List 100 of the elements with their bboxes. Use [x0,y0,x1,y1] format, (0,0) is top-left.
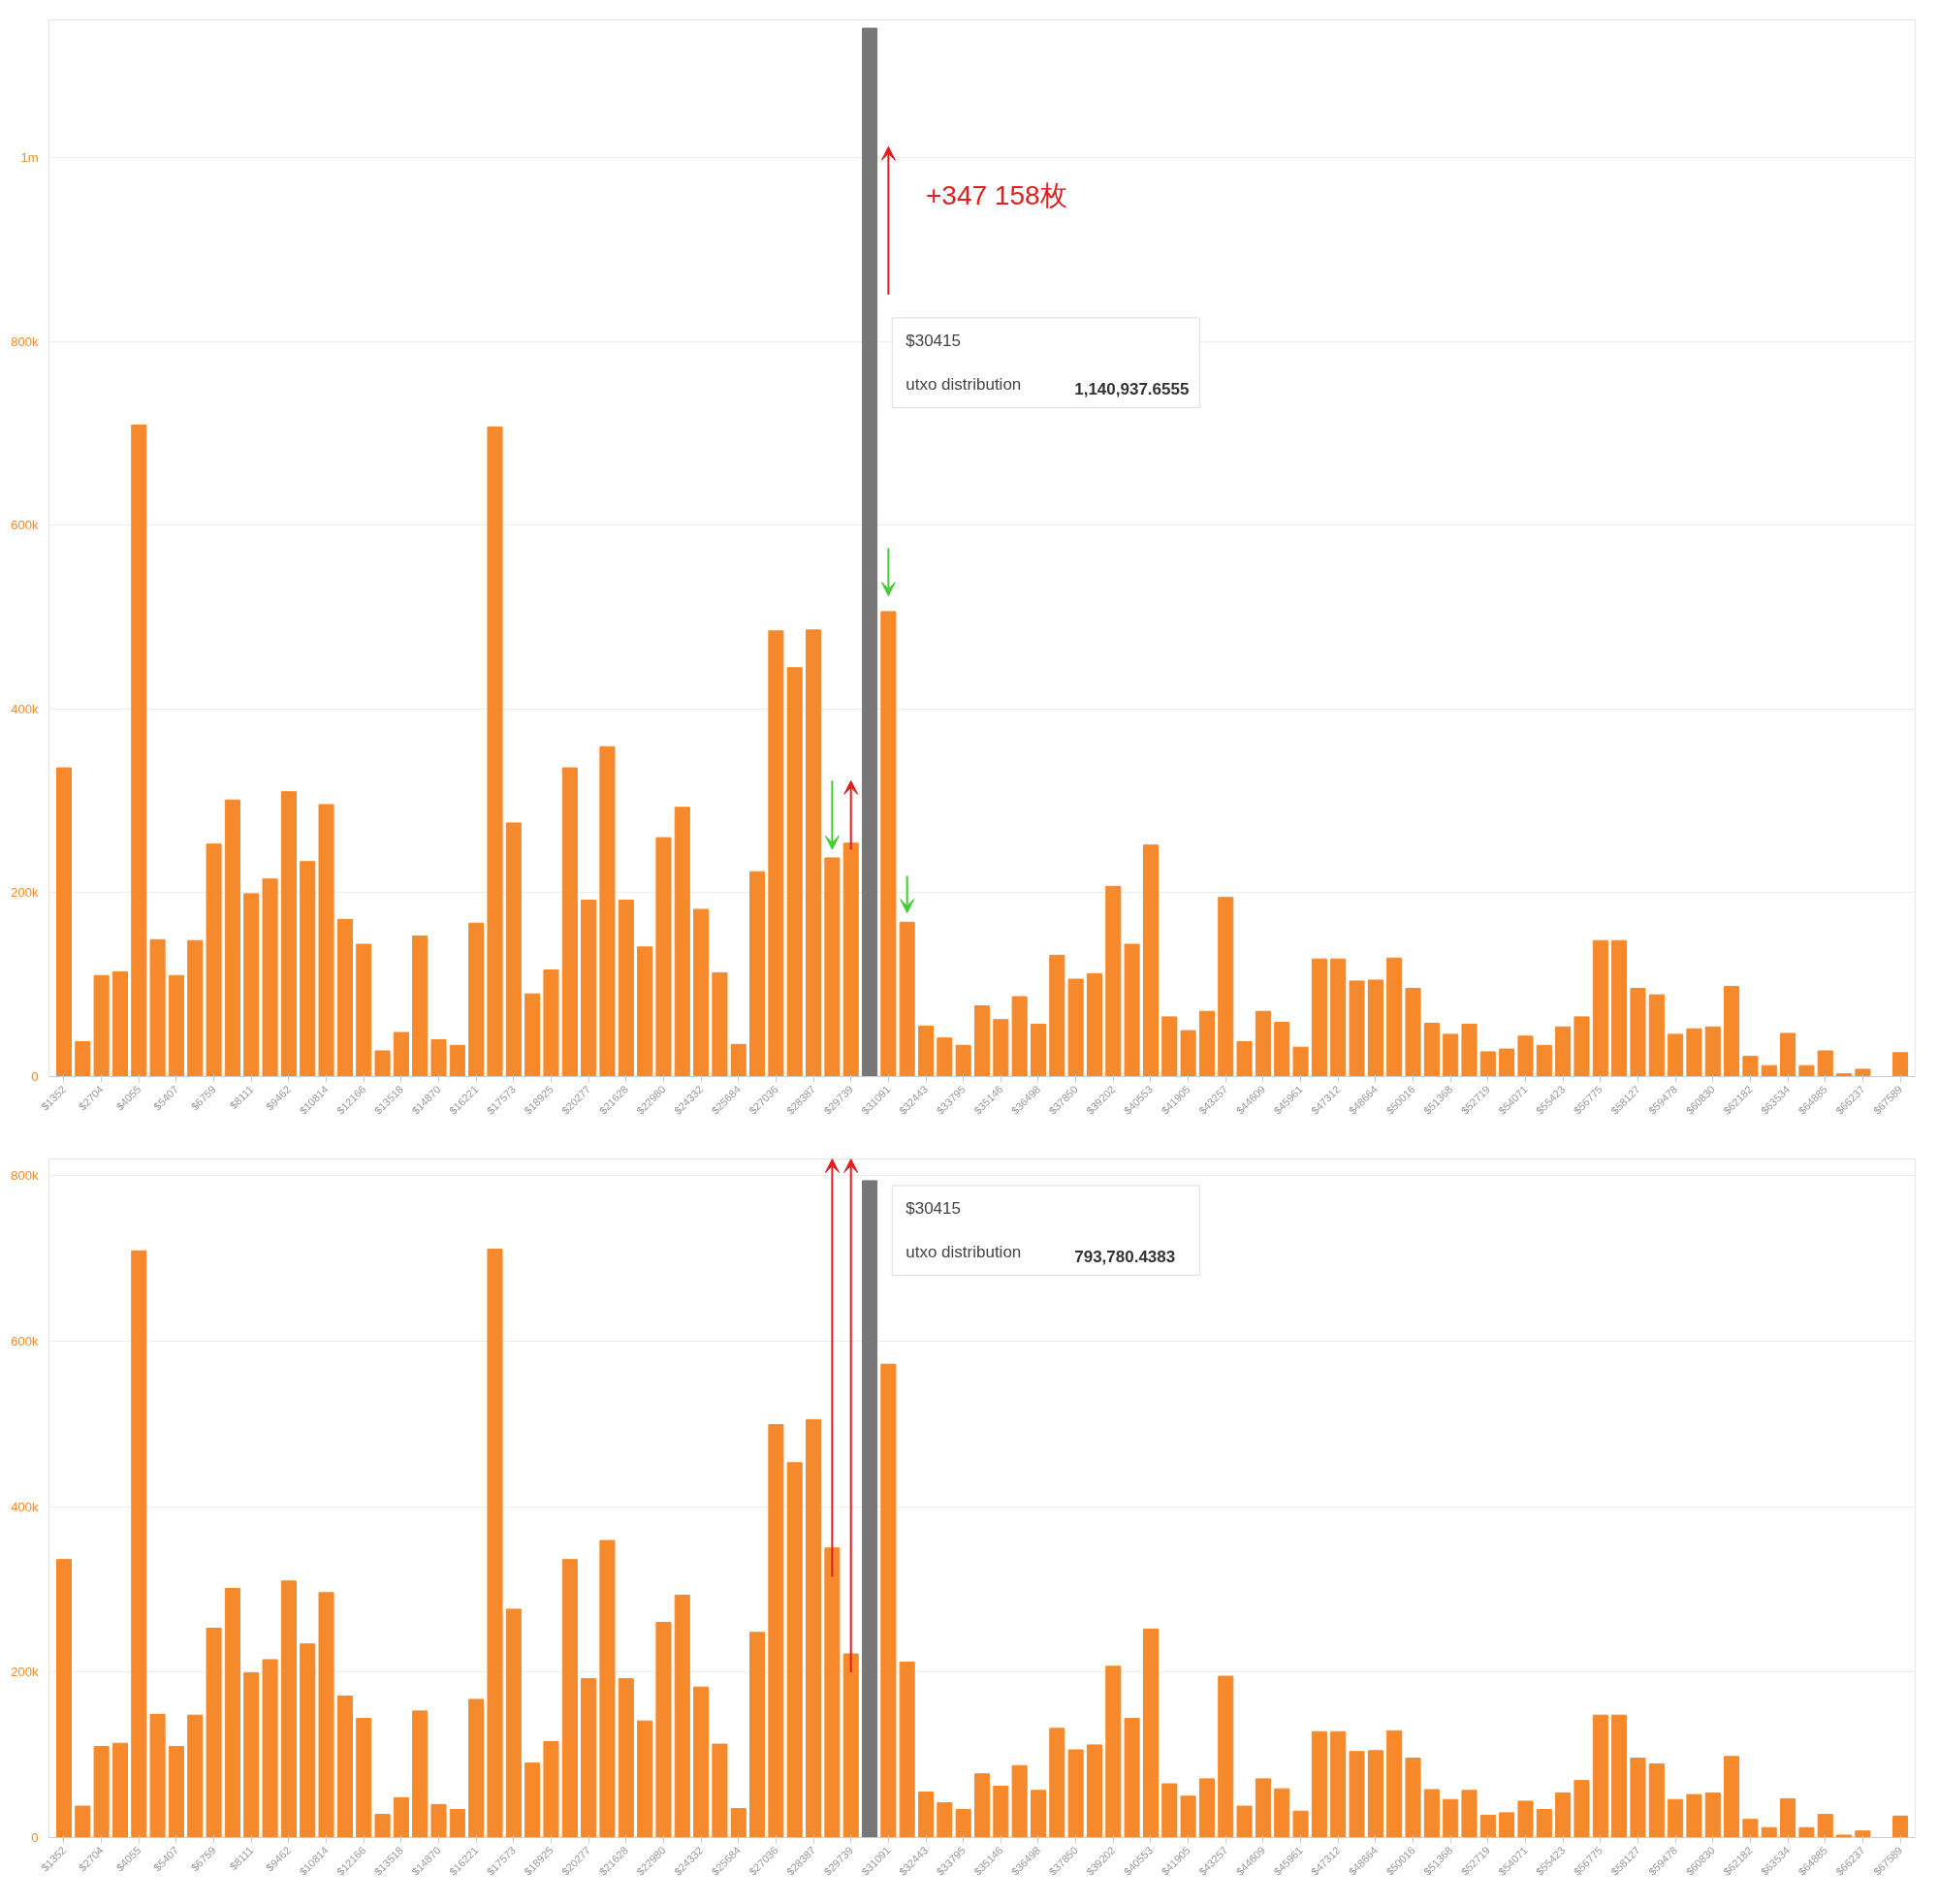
y-tick-label: 0 [31,1830,39,1845]
bar [393,1031,409,1077]
bar [1686,1793,1702,1838]
bar [1030,1023,1047,1077]
bar [1274,1788,1290,1838]
bar [937,1802,953,1838]
bar [1742,1056,1759,1077]
bar [1443,1798,1459,1838]
bar [824,857,841,1077]
bar [1742,1819,1759,1838]
bar [917,1025,935,1077]
bar [1311,1730,1327,1838]
bar [1105,885,1122,1077]
bar [1479,1051,1496,1077]
bar [1668,1033,1684,1077]
bar [749,1632,766,1838]
bar [430,1039,447,1077]
bar [1536,1044,1552,1077]
annotation: utxo distribution [906,1243,1022,1262]
bar [468,1698,485,1838]
bar [1124,943,1140,1077]
bar [618,900,634,1077]
bar [917,1792,935,1838]
bar [336,918,353,1077]
bar [75,1805,91,1838]
bar [1461,1790,1478,1838]
bar [824,1547,841,1838]
bar [187,1714,204,1838]
bar [1817,1050,1833,1077]
bar [1086,1744,1102,1838]
y-tick-label: 800k [11,1168,39,1184]
bar [1836,1073,1853,1077]
bar [1668,1798,1684,1838]
bar [1592,1714,1608,1838]
bar [1630,1758,1646,1838]
bar [224,799,240,1077]
bar [412,1710,429,1838]
bar [1292,1810,1309,1838]
bar [1836,1834,1853,1838]
bar [1686,1028,1702,1077]
bar [842,842,859,1077]
bar [1780,1032,1796,1077]
annotation: $30415 [906,1198,961,1218]
y-tick-label: 400k [11,1499,39,1514]
bar [1704,1026,1721,1077]
bar [1367,979,1383,1077]
bar [973,1005,991,1077]
bar [899,921,915,1077]
bar [993,1786,1009,1838]
bar [55,1559,72,1838]
bar [1292,1046,1309,1077]
bar [561,1559,578,1838]
bar [336,1696,353,1838]
bar [75,1040,91,1077]
bar [524,1762,541,1838]
bar [637,1720,653,1838]
bar [1330,1730,1347,1838]
bar [1161,1783,1178,1838]
bar [655,837,672,1077]
bar [842,1653,859,1838]
bar [1405,988,1421,1077]
bar [393,1797,409,1838]
bar [674,1594,690,1838]
bar [561,767,578,1077]
bar [131,424,147,1077]
bar [505,1608,522,1838]
bar [149,1713,166,1838]
bar [374,1050,391,1077]
bar [674,807,690,1077]
bar [880,611,897,1077]
bar [243,1672,260,1838]
bar [1648,994,1665,1077]
bar [1461,1023,1478,1077]
bar [1517,1035,1534,1077]
bar [1724,1756,1740,1838]
bar [1611,1714,1628,1838]
bar [149,938,166,1077]
bar [449,1808,465,1838]
bar [1798,1064,1815,1077]
bar [1330,958,1347,1077]
bar [1780,1797,1796,1838]
bar [768,1424,784,1838]
bar [1236,1805,1253,1838]
bar [1855,1830,1871,1838]
bar [599,1539,616,1838]
bar [637,946,653,1077]
bar [1067,978,1084,1077]
bar [1142,844,1159,1077]
bar [1198,1010,1215,1077]
bar [937,1037,953,1077]
bar [1218,1675,1234,1838]
bar [93,974,110,1077]
bar [1180,1030,1196,1077]
bar [300,861,316,1077]
y-tick-label: 600k [11,518,39,533]
bar [1479,1814,1496,1838]
bar [1611,939,1628,1077]
bar [693,908,710,1077]
bar [1255,1778,1271,1838]
bar [1761,1064,1777,1077]
